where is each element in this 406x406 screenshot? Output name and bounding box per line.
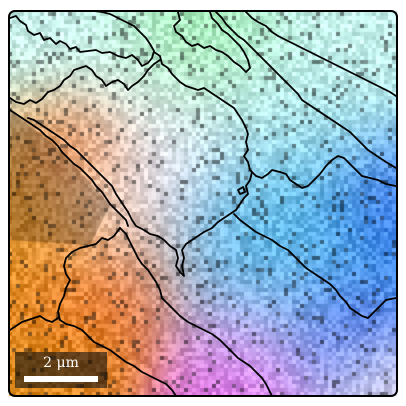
scale-bar-label: 2 μm — [43, 355, 79, 371]
scale-bar-line — [24, 376, 98, 382]
scale-bar: 2 μm — [15, 352, 107, 388]
